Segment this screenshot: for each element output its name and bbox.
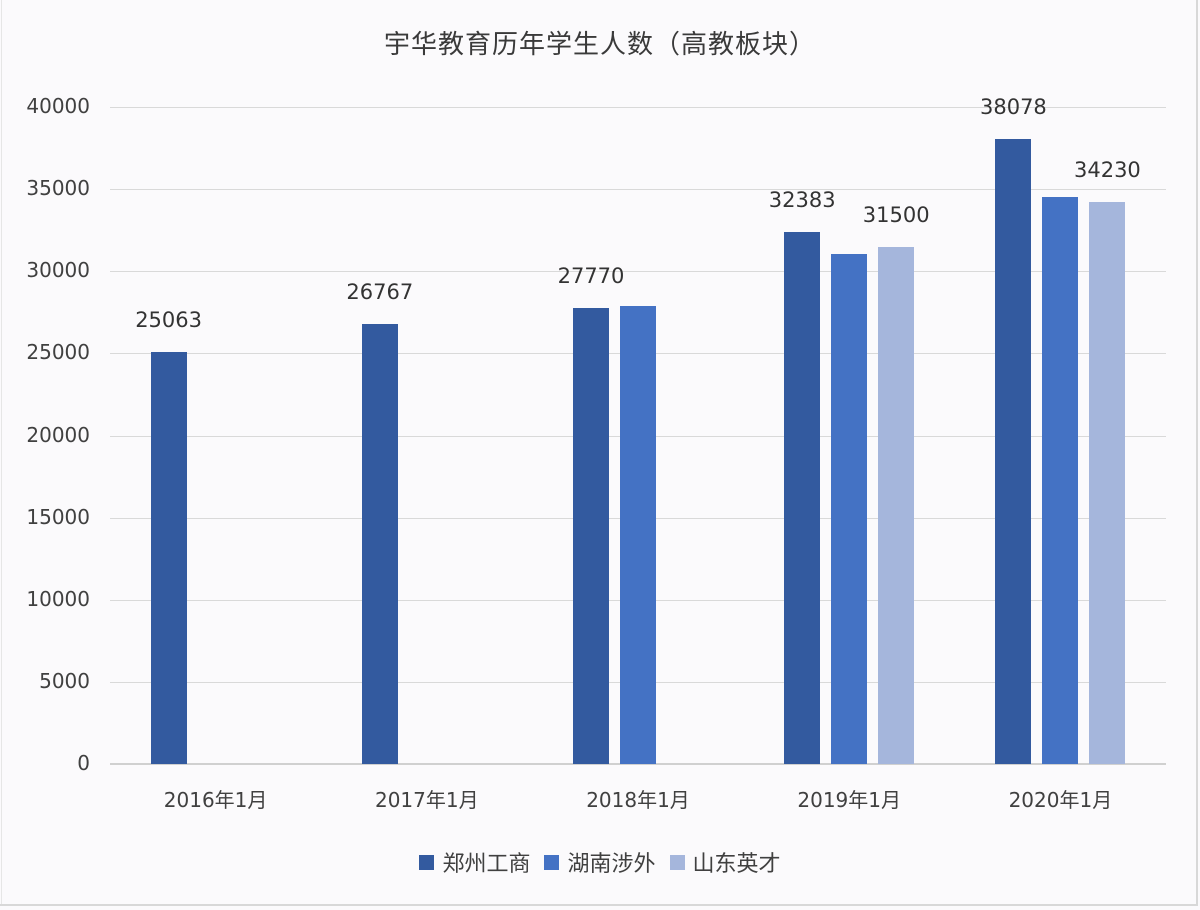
data-label: 32383 (768, 188, 836, 213)
legend-label: 郑州工商 (442, 852, 531, 877)
bar-郑州工商-2019年1月[interactable] (784, 232, 821, 764)
legend: 郑州工商 湖南涉外 山东英才 (0, 846, 1200, 878)
y-tick-label: 0 (77, 751, 90, 775)
y-tick-label: 10000 (26, 586, 90, 611)
x-tick-label: 2017年1月 (374, 788, 479, 812)
legend-swatch-icon (419, 854, 435, 870)
bar-郑州工商-2018年1月[interactable] (573, 307, 609, 764)
y-tick-label: 5000 (39, 668, 90, 693)
legend-label: 山东英才 (692, 852, 781, 877)
gridline (110, 271, 1166, 273)
x-tick-label: 2020年1月 (1008, 788, 1113, 812)
gridline (110, 189, 1166, 191)
y-tick-label: 40000 (26, 94, 90, 118)
chart-title: 宇华教育历年学生人数（高教板块） (383, 30, 816, 60)
y-tick-label: 30000 (26, 258, 90, 283)
y-tick-label: 15000 (26, 504, 90, 529)
bar-郑州工商-2017年1月[interactable] (361, 324, 398, 764)
data-label: 34230 (1073, 157, 1141, 182)
bar-山东英才-2020年1月[interactable] (1089, 201, 1126, 764)
y-tick-label: 20000 (26, 422, 90, 447)
y-tick-label: 25000 (26, 340, 90, 365)
x-tick-label: 2018年1月 (586, 788, 690, 812)
bar-郑州工商-2016年1月[interactable] (150, 352, 187, 764)
legend-swatch-icon (669, 854, 685, 870)
bar-湖南涉外-2018年1月[interactable] (620, 305, 656, 764)
legend-swatch-icon (544, 854, 560, 870)
gridline (110, 107, 1166, 108)
legend-label: 湖南涉外 (567, 852, 656, 877)
bar-山东英才-2019年1月[interactable] (878, 246, 915, 764)
y-tick-label: 35000 (26, 176, 90, 201)
data-label: 38078 (979, 94, 1047, 119)
data-label: 26767 (346, 280, 414, 305)
data-label: 31500 (862, 202, 930, 227)
x-axis-line (110, 763, 1166, 765)
legend-item[interactable]: 湖南涉外 (544, 846, 656, 878)
data-label: 27770 (557, 263, 625, 288)
legend-item[interactable]: 山东英才 (669, 846, 781, 878)
x-tick-label: 2019年1月 (797, 788, 901, 812)
bar-湖南涉外-2019年1月[interactable] (831, 254, 868, 764)
bar-湖南涉外-2020年1月[interactable] (1042, 197, 1079, 764)
x-tick-label: 2016年1月 (163, 788, 268, 812)
legend-item[interactable]: 郑州工商 (419, 846, 530, 878)
bar-郑州工商-2020年1月[interactable] (995, 138, 1032, 764)
data-label: 25063 (135, 308, 202, 333)
